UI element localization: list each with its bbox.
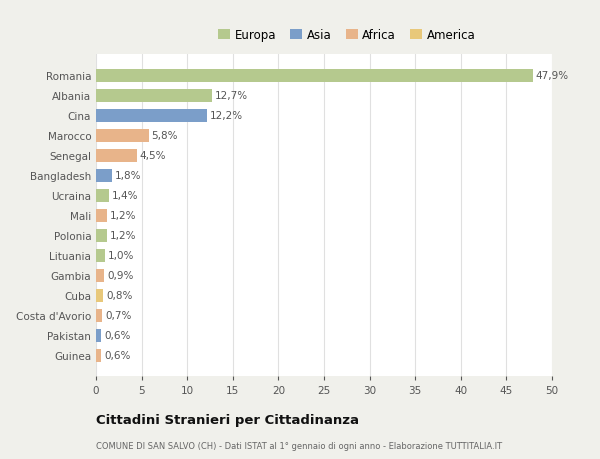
Bar	[96, 70, 533, 83]
Text: 1,2%: 1,2%	[110, 211, 136, 221]
Bar	[96, 329, 101, 342]
Bar	[96, 209, 107, 222]
Text: 1,8%: 1,8%	[115, 171, 142, 181]
Bar	[96, 229, 107, 242]
Bar	[96, 289, 103, 302]
Text: 1,4%: 1,4%	[112, 191, 138, 201]
Text: 5,8%: 5,8%	[152, 131, 178, 141]
Text: 0,7%: 0,7%	[105, 310, 131, 320]
Text: 1,2%: 1,2%	[110, 231, 136, 241]
Bar	[96, 110, 207, 123]
Text: 4,5%: 4,5%	[140, 151, 166, 161]
Text: 0,8%: 0,8%	[106, 291, 133, 301]
Text: 0,6%: 0,6%	[104, 350, 131, 360]
Legend: Europa, Asia, Africa, America: Europa, Asia, Africa, America	[218, 29, 475, 42]
Bar	[96, 189, 109, 202]
Bar	[96, 150, 137, 162]
Bar	[96, 309, 103, 322]
Text: COMUNE DI SAN SALVO (CH) - Dati ISTAT al 1° gennaio di ogni anno - Elaborazione : COMUNE DI SAN SALVO (CH) - Dati ISTAT al…	[96, 441, 502, 450]
Text: 0,9%: 0,9%	[107, 270, 133, 280]
Text: Cittadini Stranieri per Cittadinanza: Cittadini Stranieri per Cittadinanza	[96, 413, 359, 426]
Text: 12,7%: 12,7%	[215, 91, 248, 101]
Text: 1,0%: 1,0%	[108, 251, 134, 261]
Bar	[96, 349, 101, 362]
Bar	[96, 249, 105, 262]
Text: 0,6%: 0,6%	[104, 330, 131, 340]
Bar	[96, 169, 112, 182]
Bar	[96, 269, 104, 282]
Text: 47,9%: 47,9%	[536, 71, 569, 81]
Bar	[96, 90, 212, 102]
Text: 12,2%: 12,2%	[210, 111, 243, 121]
Bar	[96, 129, 149, 142]
